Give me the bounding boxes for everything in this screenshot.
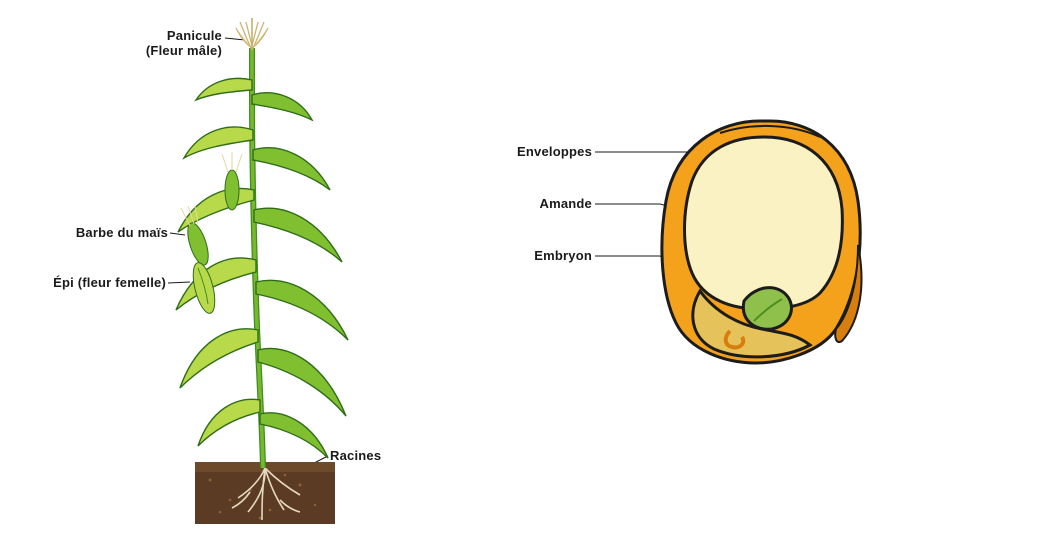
label-embryon: Embryon — [534, 248, 592, 263]
label-text: Barbe du maïs — [76, 225, 168, 240]
label-text: Panicule — [167, 28, 222, 43]
seed-embryo — [743, 288, 791, 330]
label-text: Enveloppes — [517, 144, 592, 159]
label-amande: Amande — [540, 196, 593, 211]
seed-amande — [685, 137, 843, 309]
label-roots: Racines — [330, 448, 381, 463]
label-text: Épi (fleur femelle) — [53, 275, 166, 290]
diagram-stage: Panicule (Fleur mâle) Barbe du maïs Épi … — [0, 0, 1050, 546]
label-text: Amande — [540, 196, 593, 211]
label-text: Embryon — [534, 248, 592, 263]
label-ear: Épi (fleur femelle) — [53, 275, 166, 290]
label-text-2: (Fleur mâle) — [146, 43, 222, 58]
label-envelope: Enveloppes — [517, 144, 592, 159]
label-silk: Barbe du maïs — [76, 225, 168, 240]
label-panicle: Panicule (Fleur mâle) — [146, 28, 222, 58]
seed-illustration — [0, 0, 1050, 546]
label-text: Racines — [330, 448, 381, 463]
